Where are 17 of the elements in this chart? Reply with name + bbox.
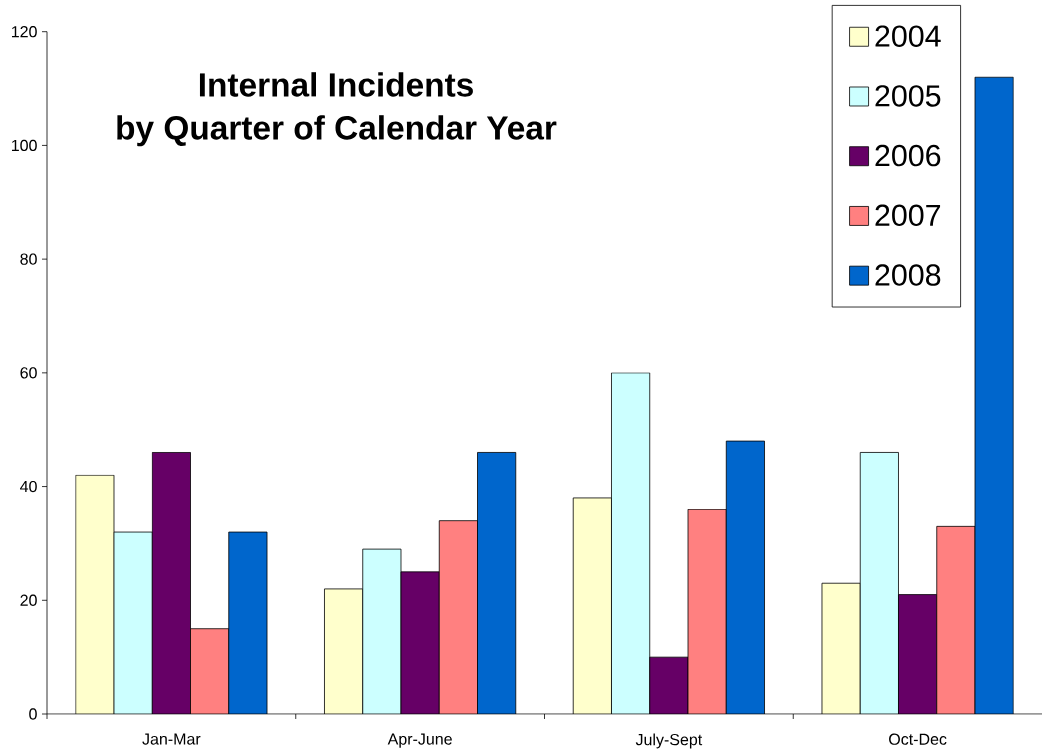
legend-label: 2006 [875,144,941,167]
x-tick-label: Jan-Mar [142,733,201,745]
legend-label: 2008 [875,264,941,286]
legend-label: 2007 [875,204,941,227]
y-tick-label: 100 [11,139,37,152]
y-tick-label: 80 [20,253,37,265]
x-tick-label: July-Sept [635,733,703,749]
x-tick-label: Apr-June [387,733,452,748]
legend-label: 2004 [875,25,941,47]
y-tick-label: 20 [20,594,37,606]
y-tick-label: 0 [29,708,37,720]
y-tick-label: 120 [11,26,37,38]
y-tick-label: 60 [20,367,37,379]
y-tick-label: 40 [20,480,37,493]
legend-label: 2005 [875,85,941,107]
x-tick-label: Oct-Dec [889,733,947,745]
text: Internal Incidents by Quarter of Calendar Year [117,72,557,147]
